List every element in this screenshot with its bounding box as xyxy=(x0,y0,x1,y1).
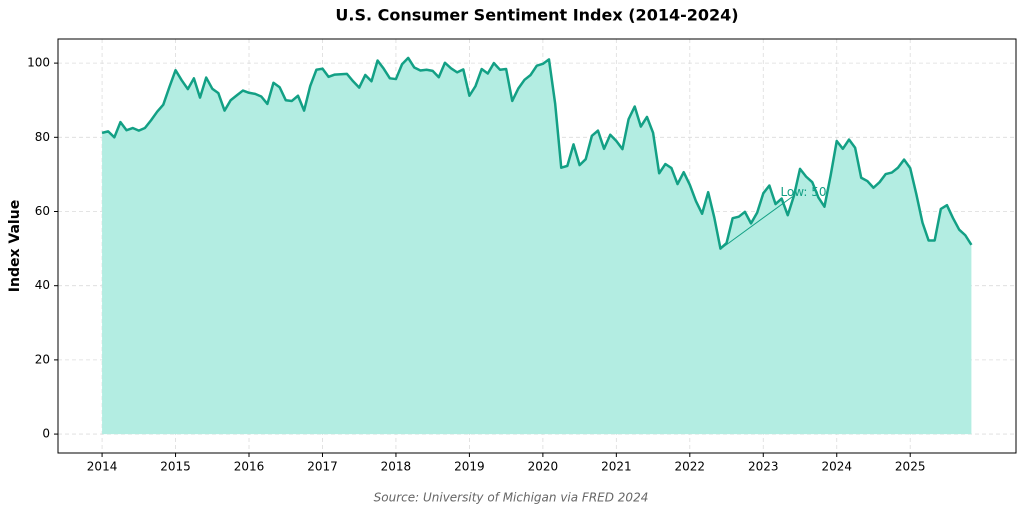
x-tick-label: 2025 xyxy=(895,460,926,474)
y-tick-label: 80 xyxy=(35,130,50,144)
y-tick-label: 40 xyxy=(35,278,50,292)
x-tick-label: 2020 xyxy=(528,460,559,474)
x-tick-label: 2014 xyxy=(87,460,118,474)
x-tick-label: 2022 xyxy=(675,460,706,474)
annotation: Low: 50 xyxy=(780,185,826,199)
line xyxy=(101,56,973,250)
source-note: Source: University of Michigan via FRED … xyxy=(374,491,649,505)
y-tick-label: 0 xyxy=(42,427,50,441)
x-tick-label: 2024 xyxy=(821,460,852,474)
x-tick-label: 2017 xyxy=(307,460,338,474)
x-tick-label: 2021 xyxy=(601,460,632,474)
area-fill xyxy=(102,57,972,435)
x-tick-label: 2023 xyxy=(748,460,779,474)
plot-frame xyxy=(57,38,1017,454)
y-axis-label: Index Value xyxy=(7,200,23,292)
y-tick-label: 60 xyxy=(35,204,50,218)
x-tick-label: 2016 xyxy=(234,460,265,474)
chart-title: U.S. Consumer Sentiment Index (2014-2024… xyxy=(335,6,738,25)
x-tick-label: 2019 xyxy=(454,460,485,474)
x-tick-label: 2018 xyxy=(381,460,412,474)
annotation-arrow xyxy=(722,196,793,249)
x-tick-label: 2015 xyxy=(160,460,191,474)
y-tick-label: 100 xyxy=(27,56,50,70)
y-tick-label: 20 xyxy=(35,352,50,366)
